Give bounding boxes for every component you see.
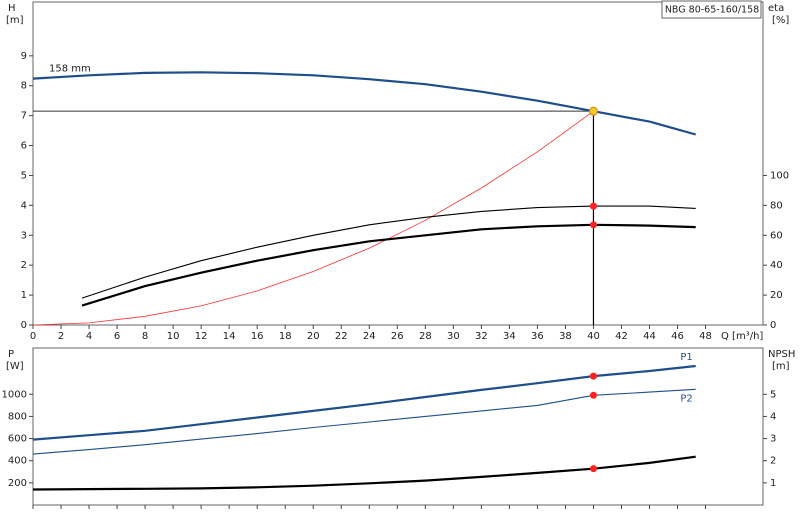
- x-tick-label: 16: [251, 331, 264, 342]
- y-axis-unit: [m]: [6, 15, 24, 26]
- y2-tick-label: 2: [770, 456, 776, 467]
- x-axis-label: Q [m³/h]: [721, 331, 763, 342]
- y-tick-label: 2: [21, 260, 27, 271]
- y-tick-label: 4: [21, 200, 27, 211]
- curve: [32, 71, 696, 136]
- y-tick-label: 6: [21, 141, 27, 152]
- y2-tick-label: 60: [770, 230, 783, 241]
- x-tick-label: 18: [279, 331, 292, 342]
- title-box: [661, 0, 762, 19]
- y-tick-label: 800: [8, 411, 27, 422]
- x-tick-label: 0: [30, 331, 36, 342]
- curve: [32, 388, 696, 455]
- y-tick-label: 0: [21, 320, 27, 331]
- duty-point: [588, 106, 598, 116]
- curve-label: P1: [680, 352, 692, 363]
- y-tick-label: 1000: [2, 389, 27, 400]
- x-tick-label: 20: [307, 331, 320, 342]
- y2-tick-label: 80: [770, 200, 783, 211]
- y-tick-label: 5: [21, 170, 27, 181]
- x-tick-label: 42: [615, 331, 628, 342]
- y-tick-label: 3: [21, 230, 27, 241]
- plot-frame: [32, 1, 764, 326]
- x-tick-label: 22: [335, 331, 348, 342]
- x-tick-label: 8: [142, 331, 148, 342]
- x-tick-label: 38: [559, 331, 572, 342]
- x-tick-label: 4: [86, 331, 92, 342]
- y-axis-unit: [W]: [6, 361, 24, 372]
- x-tick-label: 44: [643, 331, 656, 342]
- x-tick-label: 14: [223, 331, 236, 342]
- x-tick-label: 34: [503, 331, 516, 342]
- y2-tick-label: 3: [770, 434, 776, 445]
- x-tick-label: 32: [475, 331, 488, 342]
- y-tick-label: 400: [8, 456, 27, 467]
- curve-label: P2: [680, 393, 692, 404]
- x-tick-label: 12: [195, 331, 208, 342]
- x-tick-label: 2: [58, 331, 64, 342]
- y2-tick-label: 0: [770, 320, 776, 331]
- y-tick-label: 7: [21, 111, 27, 122]
- y2-axis-unit: [m]: [772, 361, 790, 372]
- x-tick-label: 28: [419, 331, 432, 342]
- y2-axis-label: eta: [768, 3, 784, 14]
- operating-point: [589, 465, 597, 473]
- y2-tick-label: 1: [770, 478, 776, 489]
- operating-point: [589, 202, 597, 210]
- y-tick-label: 600: [8, 434, 27, 445]
- x-tick-label: 24: [363, 331, 376, 342]
- x-tick-label: 48: [699, 331, 712, 342]
- plot-frame: [32, 347, 764, 506]
- operating-point: [589, 221, 597, 229]
- x-tick-label: 6: [114, 331, 120, 342]
- y2-tick-label: 20: [770, 290, 783, 301]
- curve: [32, 455, 696, 491]
- y-axis-label: P: [8, 349, 14, 360]
- x-tick-label: 30: [447, 331, 460, 342]
- y-axis-label: H: [8, 3, 16, 14]
- y2-tick-label: 4: [770, 411, 776, 422]
- curve: [32, 110, 594, 326]
- curve: [81, 205, 696, 299]
- operating-point: [589, 391, 597, 399]
- y-tick-label: 200: [8, 478, 27, 489]
- curve-label: 158 mm: [49, 64, 91, 75]
- x-tick-label: 40: [587, 331, 600, 342]
- curve: [81, 223, 696, 307]
- x-tick-label: 46: [671, 331, 684, 342]
- x-tick-label: 36: [531, 331, 544, 342]
- y-tick-label: 1: [21, 290, 27, 301]
- y-tick-label: 8: [21, 81, 27, 92]
- y2-tick-label: 100: [770, 170, 789, 181]
- x-tick-label: 10: [167, 331, 180, 342]
- y2-tick-label: 40: [770, 260, 783, 271]
- y2-tick-label: 5: [770, 389, 776, 400]
- operating-point: [589, 372, 597, 380]
- y-tick-label: 9: [21, 51, 27, 62]
- y2-axis-unit: [%]: [772, 15, 789, 26]
- chart-title: NBG 80-65-160/158: [665, 5, 759, 16]
- y2-axis-label: NPSH: [768, 349, 795, 360]
- x-tick-label: 26: [391, 331, 404, 342]
